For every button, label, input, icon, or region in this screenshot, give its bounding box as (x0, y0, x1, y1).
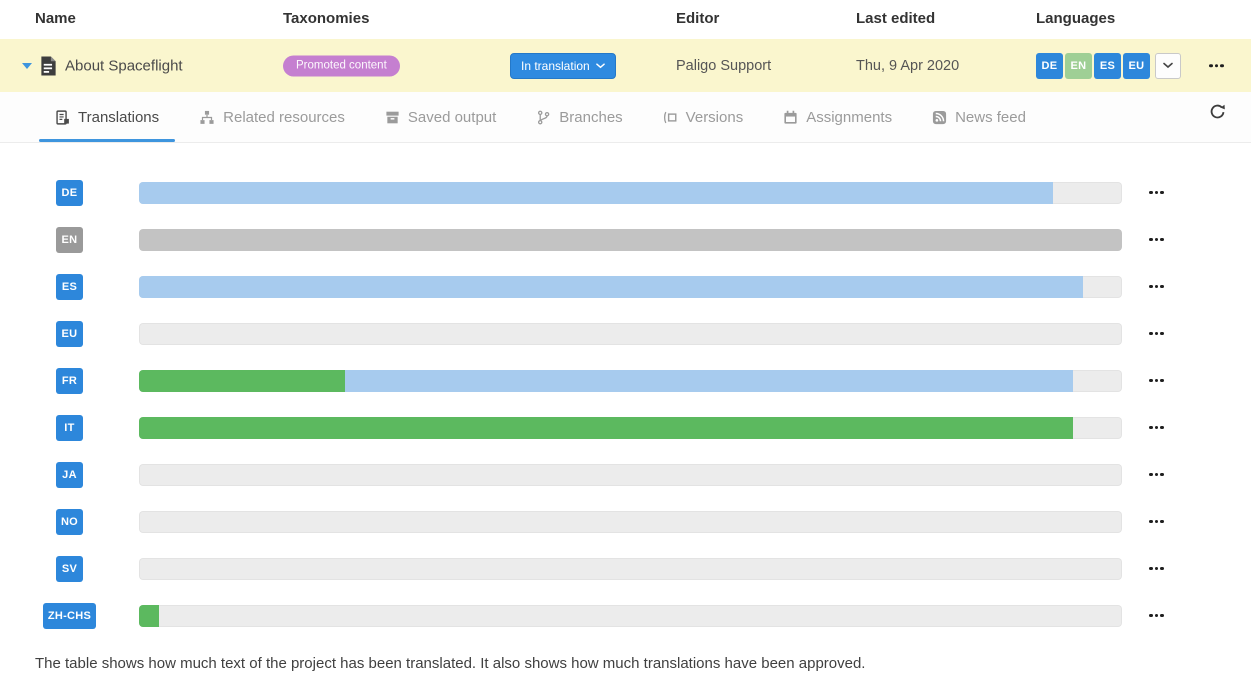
progress-track (139, 275, 1122, 298)
source-language-bar (139, 228, 1122, 251)
taxonomy-tag[interactable]: Promoted content (283, 55, 400, 76)
calendar-icon (784, 110, 797, 124)
progress-track (139, 322, 1122, 345)
language-badge-eu: EU (56, 320, 83, 347)
language-badge-en[interactable]: EN (1065, 52, 1092, 79)
language-badge-de: DE (56, 179, 83, 206)
language-badge-ja: JA (56, 461, 83, 488)
tab-versions[interactable]: Versions (647, 92, 760, 142)
table-header: Name Taxonomies Editor Last edited Langu… (0, 0, 1251, 39)
language-badge-es[interactable]: ES (1094, 52, 1121, 79)
translation-row-en: EN (0, 216, 1251, 263)
tab-related-resources[interactable]: Related resources (183, 92, 361, 142)
language-badge-it: IT (56, 414, 83, 441)
progress-track (139, 228, 1122, 251)
column-header-editor: Editor (676, 10, 720, 27)
translation-row-fr: FR (0, 357, 1251, 404)
language-badge-zh-chs: ZH-CHS (42, 602, 97, 629)
progress-track (139, 463, 1122, 486)
row-actions-button[interactable] (1144, 516, 1169, 528)
row-actions-button[interactable] (1144, 422, 1169, 434)
branch-icon (538, 110, 550, 124)
versions-icon (663, 111, 677, 123)
translations-icon (56, 109, 69, 125)
row-actions-button[interactable] (1144, 328, 1169, 340)
tab-saved-output[interactable]: Saved output (369, 92, 512, 142)
document-actions-button[interactable] (1204, 60, 1229, 72)
tab-label: News feed (955, 108, 1026, 126)
approved-progress (139, 416, 1073, 439)
language-badge-en: EN (56, 226, 83, 253)
column-header-last-edited: Last edited (856, 10, 936, 27)
translation-row-de: DE (0, 169, 1251, 216)
progress-track (139, 369, 1122, 392)
tabs-bar: Translations Related resources Saved out… (0, 92, 1251, 143)
row-actions-button[interactable] (1144, 610, 1169, 622)
expand-caret-icon[interactable] (22, 62, 32, 69)
tab-label: Assignments (806, 108, 893, 126)
translated-progress (139, 181, 1054, 204)
archive-box-icon (386, 111, 399, 123)
row-actions-button[interactable] (1144, 281, 1169, 293)
tab-news-feed[interactable]: News feed (916, 92, 1042, 142)
tab-label: Translations (78, 108, 160, 126)
column-header-languages: Languages (1036, 10, 1116, 27)
translation-status-label: In translation (521, 58, 590, 73)
progress-track (139, 557, 1122, 580)
tab-branches[interactable]: Branches (520, 92, 638, 142)
translation-status-button[interactable]: In translation (510, 52, 616, 79)
translation-row-zh-chs: ZH-CHS (0, 592, 1251, 639)
row-actions-button[interactable] (1144, 469, 1169, 481)
languages-dropdown-button[interactable] (1155, 52, 1181, 79)
translated-progress (139, 275, 1083, 298)
translation-row-no: NO (0, 498, 1251, 545)
tab-label: Saved output (407, 108, 497, 126)
tab-assignments[interactable]: Assignments (767, 92, 908, 142)
sitemap-icon (200, 110, 214, 124)
progress-track (139, 510, 1122, 533)
row-actions-button[interactable] (1144, 375, 1169, 387)
approved-progress (139, 604, 159, 627)
translation-row-es: ES (0, 263, 1251, 310)
tab-label: Branches (559, 108, 623, 126)
rss-icon (933, 110, 947, 124)
row-actions-button[interactable] (1144, 234, 1169, 246)
translated-progress (345, 369, 1073, 392)
language-badge-fr: FR (56, 367, 83, 394)
chevron-down-icon (595, 62, 605, 68)
translation-row-ja: JA (0, 451, 1251, 498)
editor-value: Paligo Support (676, 57, 772, 74)
language-badge-de[interactable]: DE (1036, 52, 1063, 79)
document-row: About Spaceflight Promoted content In tr… (0, 39, 1251, 92)
refresh-button[interactable] (1209, 103, 1226, 120)
language-badge-eu[interactable]: EU (1123, 52, 1150, 79)
language-badge-sv: SV (56, 555, 83, 582)
tab-translations[interactable]: Translations (39, 92, 176, 142)
refresh-icon (1210, 104, 1225, 119)
progress-track (139, 181, 1122, 204)
language-badge-no: NO (55, 508, 84, 535)
column-header-name: Name (35, 10, 76, 27)
translations-panel: DE EN ES EU FR IT JA NO SV ZH-CHS (0, 143, 1251, 639)
progress-track (139, 604, 1122, 627)
approved-progress (139, 369, 346, 392)
translation-row-sv: SV (0, 545, 1251, 592)
row-actions-button[interactable] (1144, 563, 1169, 575)
column-header-taxonomies: Taxonomies (283, 10, 370, 27)
translations-caption: The table shows how much text of the pro… (35, 655, 866, 672)
tab-label: Versions (685, 108, 744, 126)
last-edited-value: Thu, 9 Apr 2020 (856, 57, 960, 74)
row-actions-button[interactable] (1144, 187, 1169, 199)
document-icon (40, 56, 57, 75)
language-badge-es: ES (56, 273, 83, 300)
progress-track (139, 416, 1122, 439)
tab-label: Related resources (223, 108, 345, 126)
translation-row-it: IT (0, 404, 1251, 451)
document-title-link[interactable]: About Spaceflight (65, 57, 183, 74)
document-languages: DE EN ES EU (1036, 52, 1150, 79)
translation-row-eu: EU (0, 310, 1251, 357)
chevron-down-icon (1163, 62, 1173, 69)
